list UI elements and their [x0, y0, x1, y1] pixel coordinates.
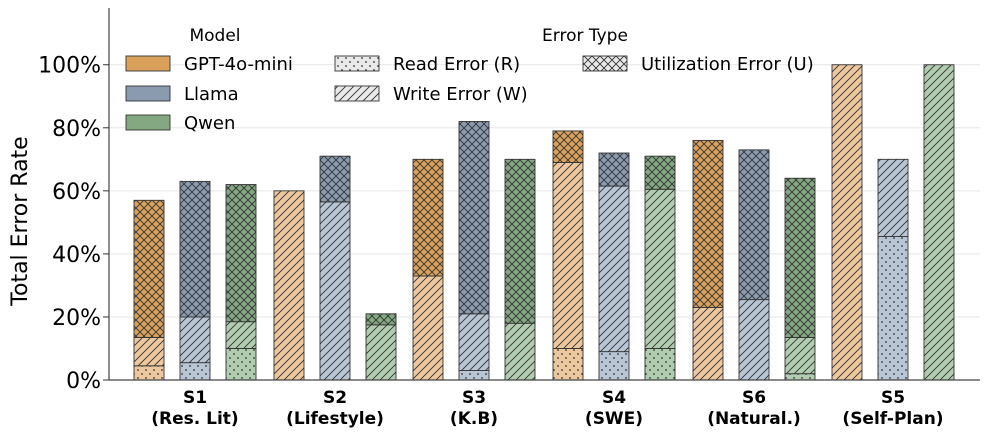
x-tick-code-s5: S5: [881, 388, 905, 408]
y-axis-label: Total Error Rate: [8, 136, 33, 306]
y-tick-label-20: 20%: [52, 306, 101, 331]
legend-swatch-gpt-4o-mini: [125, 55, 171, 72]
x-tick-code-s3: S3: [462, 388, 486, 408]
legend-label-write-error-w: Write Error (W): [393, 84, 528, 105]
bar-s4-llama-w: [598, 185, 630, 353]
x-tick-name-s5: (Self-Plan): [842, 409, 943, 429]
bar-s2-llama-u: [319, 155, 351, 203]
x-tick-name-s3: (K.B): [450, 409, 498, 429]
legend-label-gpt-4o-mini: GPT-4o-mini: [184, 54, 293, 75]
bar-s1-llama-u: [179, 180, 211, 318]
x-tick-name-s6: (Natural.): [707, 409, 801, 429]
bar-s4-gpt-4o-mini-u: [552, 130, 584, 163]
bar-s4-qwen-w: [644, 188, 676, 349]
bar-s4-llama-r: [598, 351, 630, 381]
x-tick-code-s4: S4: [602, 388, 626, 408]
bar-s4-gpt-4o-mini-r: [552, 348, 584, 381]
y-tick-label-80: 80%: [52, 117, 101, 142]
legend: Model Error Type GPT-4o-mini Llama Qwen Rea…: [125, 26, 814, 134]
x-tick-name-s1: (Res. Lit): [151, 409, 238, 429]
legend-title-error-type: Error Type: [542, 26, 628, 46]
bar-s1-gpt-4o-mini-r: [133, 365, 165, 381]
legend-swatch-read-error-r: [334, 55, 380, 72]
bar-s3-llama-u: [458, 121, 490, 315]
x-tick-name-s2: (Lifestyle): [286, 409, 384, 429]
legend-label-qwen: Qwen: [184, 113, 235, 134]
bar-s5-qwen-w: [923, 64, 955, 381]
legend-swatch-llama: [125, 85, 171, 102]
bar-s1-llama-w: [179, 316, 211, 364]
x-tick-name-s4: (SWE): [585, 409, 643, 429]
axes: [108, 8, 980, 381]
bar-s6-llama-u: [738, 149, 770, 301]
bar-s2-gpt-4o-mini-w: [273, 190, 305, 381]
y-tick-label-0: 0%: [66, 369, 101, 394]
x-ticks: S1(Res. Lit) S2(Lifestyle) S3(K.B) S4(SWE) S…: [151, 388, 943, 429]
bar-s2-llama-w: [319, 201, 351, 381]
y-tick-label-100: 100%: [38, 54, 101, 79]
x-tick-code-s1: S1: [183, 388, 207, 408]
bar-s4-llama-u: [598, 152, 630, 187]
bar-s3-gpt-4o-mini-u: [412, 158, 444, 277]
legend-label-read-error-r: Read Error (R): [393, 54, 520, 75]
bar-s3-gpt-4o-mini-w: [412, 275, 444, 381]
bar-s3-llama-r: [458, 370, 490, 381]
bar-s6-gpt-4o-mini-w: [692, 307, 724, 381]
bar-s1-llama-r: [179, 362, 211, 381]
bar-s1-qwen-w: [225, 321, 257, 349]
bar-s4-gpt-4o-mini-w: [552, 162, 584, 349]
legend-swatch-qwen: [125, 114, 171, 131]
bar-s5-gpt-4o-mini-w: [831, 64, 863, 381]
bar-s1-qwen-u: [225, 184, 257, 323]
bar-s3-llama-w: [458, 313, 490, 371]
bar-s6-gpt-4o-mini-u: [692, 139, 724, 308]
bar-s3-qwen-w: [504, 322, 536, 381]
x-tick-code-s6: S6: [742, 388, 766, 408]
legend-label-utilization-error-u: Utilization Error (U): [641, 54, 814, 75]
bar-s4-qwen-r: [644, 348, 676, 381]
y-ticks: 0% 20% 40% 60% 80% 100%: [38, 54, 109, 394]
legend-swatch-write-error-w: [334, 85, 380, 102]
bar-s1-gpt-4o-mini-u: [133, 199, 165, 338]
bar-s6-qwen-u: [784, 177, 816, 338]
bar-s4-qwen-u: [644, 155, 676, 190]
bar-s6-qwen-r: [784, 373, 816, 381]
bar-s2-qwen-u: [365, 313, 397, 326]
bar-s5-llama-w: [877, 158, 909, 238]
legend-swatch-utilization-error-u: [582, 55, 628, 72]
bar-s6-llama-w: [738, 299, 770, 381]
x-tick-code-s2: S2: [323, 388, 347, 408]
y-tick-label-40: 40%: [52, 243, 101, 268]
bars: [133, 64, 955, 381]
bar-s1-qwen-r: [225, 348, 257, 381]
bar-s5-llama-r: [877, 236, 909, 381]
bar-s3-qwen-u: [504, 158, 536, 324]
bar-s6-qwen-w: [784, 336, 816, 375]
legend-label-llama: Llama: [184, 84, 239, 105]
bar-s1-gpt-4o-mini-w: [133, 336, 165, 367]
y-tick-label-60: 60%: [52, 180, 101, 205]
legend-title-model: Model: [189, 26, 240, 46]
bar-s2-qwen-w: [365, 324, 397, 381]
